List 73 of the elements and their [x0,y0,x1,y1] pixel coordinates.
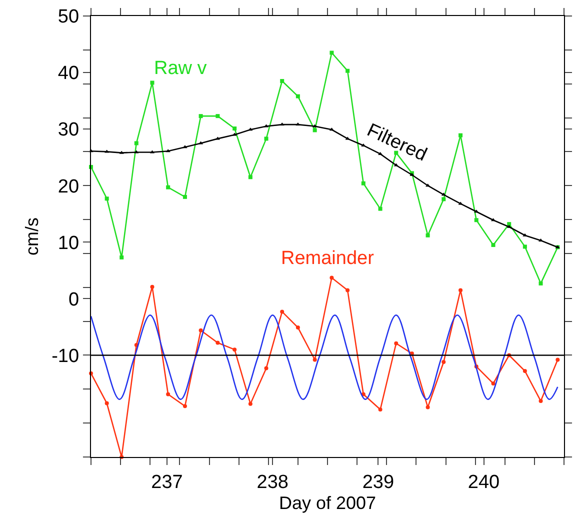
point [134,141,138,146]
y-tick-label: 50 [58,6,80,28]
point [198,114,203,118]
point [150,80,154,85]
x-axis-title: Day of 2007 [278,493,376,514]
point [378,408,382,412]
series-label: Raw v [154,58,208,79]
point [538,399,543,404]
point [182,194,187,199]
point [264,136,268,141]
point [538,281,543,286]
point [491,242,496,247]
point [378,206,382,211]
point [330,276,334,280]
point [361,143,366,146]
point [442,197,446,202]
point [394,163,398,166]
point [104,401,109,406]
x-tick-label: 238 [256,472,288,493]
point [474,218,478,222]
point [556,358,560,362]
point [426,233,430,238]
y-tick-label: 40 [58,63,80,84]
point [394,341,398,346]
point [166,185,170,190]
point [198,328,203,332]
point [491,382,496,386]
point [150,284,154,289]
point [264,366,268,370]
point [248,402,252,406]
point [232,126,237,131]
point [166,392,170,396]
point [280,79,284,84]
y-tick-label: 10 [58,232,80,254]
point [296,122,300,126]
point [104,196,109,201]
x-tick-label: 237 [151,472,183,493]
line-series [91,314,558,400]
point [120,255,124,260]
y-axis-title: cm/s [22,218,42,256]
point [216,114,220,118]
y-tick-label: 0 [68,289,80,310]
y-tick-label: -10 [52,346,80,367]
point [522,369,527,374]
point [330,50,334,55]
point [280,122,284,126]
y-tick-label: 20 [58,176,80,198]
point [442,360,446,364]
point [296,94,300,98]
point [346,288,350,292]
point [312,124,318,128]
point [522,244,527,249]
series-label: Remainder [281,248,375,269]
point [506,224,512,228]
y-tick-label: 30 [58,120,80,141]
point [458,288,463,292]
point [134,150,139,154]
point [232,348,237,352]
point [312,128,317,132]
point [248,175,252,180]
point [346,68,350,73]
point [216,340,220,345]
point [182,404,187,408]
point [361,181,366,186]
point [296,326,300,330]
point [119,150,124,154]
x-tick-label: 240 [468,472,500,493]
point [507,222,512,226]
x-tick-label: 239 [362,472,394,493]
point [312,358,317,362]
point [458,133,463,138]
point [426,405,430,410]
point [280,310,284,314]
